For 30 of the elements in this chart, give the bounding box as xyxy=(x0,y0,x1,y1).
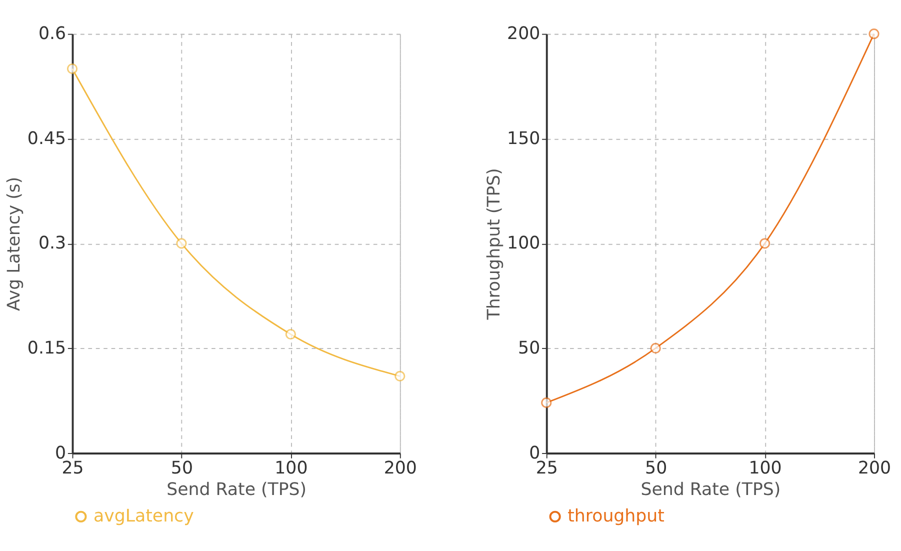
y-tick-label: 200 xyxy=(507,24,540,44)
point xyxy=(868,28,880,40)
x-tick-label: 100 xyxy=(748,458,782,479)
point xyxy=(650,342,661,354)
y-tick-label: 100 xyxy=(507,234,540,254)
legend-label: avgLatency xyxy=(93,506,194,526)
x-axis-title: Send Rate (TPS) xyxy=(640,480,781,500)
point xyxy=(176,238,187,249)
y-tick-label: 150 xyxy=(507,128,540,149)
y-tick-label: 0.6 xyxy=(38,24,66,44)
point xyxy=(541,397,552,408)
x-tick-label: 25 xyxy=(536,458,558,479)
point xyxy=(394,370,406,382)
x-tick-label: 25 xyxy=(62,458,84,479)
point xyxy=(66,63,78,74)
y-tick-label: 0.15 xyxy=(27,338,66,359)
legend-label: throughput xyxy=(568,506,665,526)
y-tick-label: 50 xyxy=(518,338,540,359)
y-axis-title: Avg Latency (s) xyxy=(4,176,25,311)
point xyxy=(760,238,770,249)
y-axis-title: Throughput (TPS) xyxy=(484,168,504,321)
y-tick-label: 0.45 xyxy=(27,128,66,149)
x-tick-label: 50 xyxy=(170,458,193,479)
y-tick-label: 0.3 xyxy=(38,234,66,254)
x-tick-label: 200 xyxy=(384,458,417,479)
point xyxy=(285,328,296,340)
x-tick-label: 200 xyxy=(858,458,892,479)
x-axis-title: Send Rate (TPS) xyxy=(166,480,307,500)
x-tick-label: 50 xyxy=(645,458,668,479)
x-tick-label: 100 xyxy=(274,458,308,479)
